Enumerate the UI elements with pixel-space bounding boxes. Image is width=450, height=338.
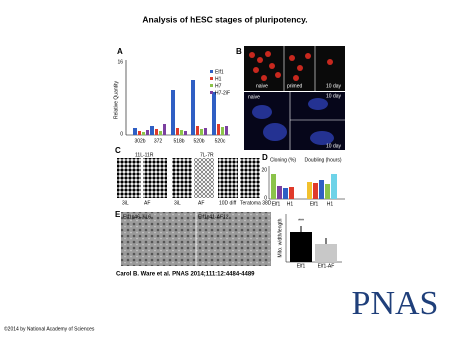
category: 372 [154, 138, 163, 144]
category: Elf1 [310, 201, 319, 207]
group-label: 11L-11R [135, 152, 154, 158]
category: Elf1-AF [318, 263, 335, 269]
column-label: 10D diff [219, 200, 237, 206]
tick-label: 0 [264, 195, 267, 201]
category: H1 [287, 201, 294, 207]
image-label: primed [287, 83, 303, 89]
tick-label: 0 [120, 131, 123, 137]
panel-c: C 11L-11R 7L-7R 3iL AF 3iL AF 10D diff T… [115, 146, 272, 206]
panel-b: B naive primed 10 day naive 10 day 10 da… [236, 46, 345, 150]
tick-label: 16 [117, 59, 123, 65]
axis-label: Mito. width/length [277, 218, 283, 257]
column-label: 3iL [174, 200, 181, 206]
column-label: AF [144, 200, 150, 206]
logo: PNAS [352, 285, 439, 322]
category: 518b [173, 138, 184, 144]
column-label: Teratoma 38D [240, 200, 272, 206]
panel-d: D Cloning (%) Doubling (hours) 20 0 Elf1… [261, 153, 345, 207]
group-label: 7L-7R [200, 152, 214, 158]
chart-title: Cloning (%) [270, 157, 296, 163]
image-label: Elf1p46-3iL6 [123, 214, 151, 220]
panel-e: E Elf1p46-3iL6 Elf1p41-AF12 Mito. width/… [115, 210, 342, 269]
category: Elf1 [272, 201, 281, 207]
panel-label: A [117, 47, 123, 56]
legend-entry: H7 [215, 83, 222, 89]
copyright: ©2014 by National Academy of Sciences [4, 325, 95, 332]
column-label: AF [198, 200, 204, 206]
axis-label: Relative Quantity [113, 80, 119, 119]
panel-label: C [115, 146, 121, 155]
panel-label: B [236, 47, 242, 56]
image-label: Elf1p41-AF12 [198, 214, 229, 220]
image-label: 10 day [326, 143, 342, 149]
chart-title: Doubling (hours) [305, 157, 342, 163]
tick-label: 20 [261, 167, 267, 173]
panel-label: D [262, 153, 268, 162]
legend-entry: H7-2iF [215, 90, 230, 96]
column-label: 3iL [122, 200, 129, 206]
category: 520c [215, 138, 226, 144]
category: H1 [327, 201, 334, 207]
category: 302b [134, 138, 145, 144]
image-label: 10 day [326, 83, 342, 89]
title: Analysis of hESC stages of pluripotency. [142, 14, 307, 24]
category: 520b [193, 138, 204, 144]
legend-entry: H1 [215, 76, 222, 82]
image-label: 10 day [326, 93, 342, 99]
image-label: naive [256, 83, 268, 89]
significance: *** [298, 218, 304, 224]
panel-a: A 16 0 Relative Quantity Elf1 H1 H7 H7-2… [113, 47, 230, 144]
image-label: naive [248, 94, 260, 100]
legend-entry: Elf1 [215, 69, 224, 75]
caption: Carol B. Ware et al. PNAS 2014;111:12:44… [116, 272, 255, 278]
panel-label: E [115, 210, 121, 219]
category: Elf1 [297, 263, 306, 269]
